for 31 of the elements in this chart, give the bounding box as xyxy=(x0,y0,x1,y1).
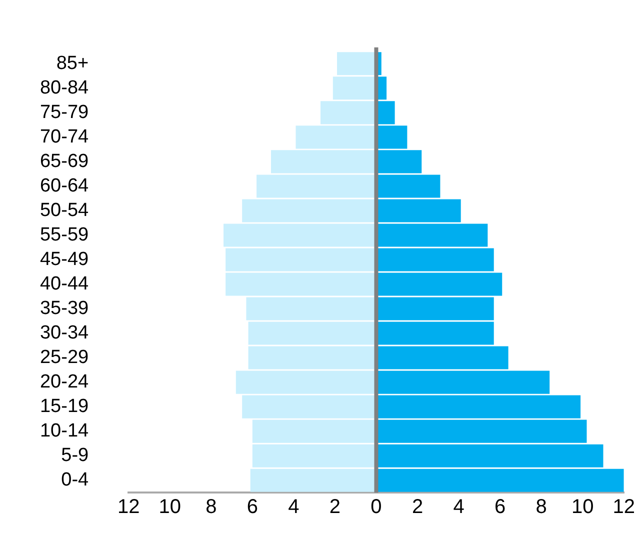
x-tick-label: 2 xyxy=(329,496,341,518)
x-tick-label: 6 xyxy=(246,496,258,518)
x-tick-label: 10 xyxy=(571,496,594,518)
y-tick-label: 0-4 xyxy=(61,470,90,491)
x-tick-label: 8 xyxy=(206,496,217,518)
y-tick-label: 40-44 xyxy=(40,273,90,294)
y-tick-label: 15-19 xyxy=(40,396,89,418)
x-tick-label: 0 xyxy=(370,496,382,518)
y-tick-label: 75-79 xyxy=(40,102,89,123)
x-tick-label: 12 xyxy=(117,496,140,518)
y-tick-label: 45-49 xyxy=(40,248,89,270)
y-tick-label: 10-14 xyxy=(40,420,90,442)
y-tick-label: 25-29 xyxy=(40,347,89,368)
y-tick-label: 85+ xyxy=(56,52,89,74)
y-tick-label: 65-69 xyxy=(40,150,89,172)
x-tick-label: 4 xyxy=(288,496,300,518)
x-tick-label: 10 xyxy=(158,496,181,518)
y-tick-label: 70-74 xyxy=(40,126,90,148)
y-tick-label: 30-34 xyxy=(40,322,90,344)
x-tick-label: 8 xyxy=(536,496,547,518)
x-tick-label: 4 xyxy=(453,496,464,518)
y-tick-label: 35-39 xyxy=(40,298,89,319)
x-tick-label: 12 xyxy=(612,496,635,518)
y-tick-label: 5-9 xyxy=(61,445,89,466)
y-tick-label: 50-54 xyxy=(40,200,90,221)
y-tick-label: 55-59 xyxy=(40,224,89,246)
x-tick-label: 6 xyxy=(494,496,506,518)
y-tick-label: 80-84 xyxy=(40,77,90,98)
x-tick-label: 2 xyxy=(412,496,424,518)
y-tick-label: 20-24 xyxy=(40,372,90,393)
y-tick-label: 60-64 xyxy=(40,175,90,196)
